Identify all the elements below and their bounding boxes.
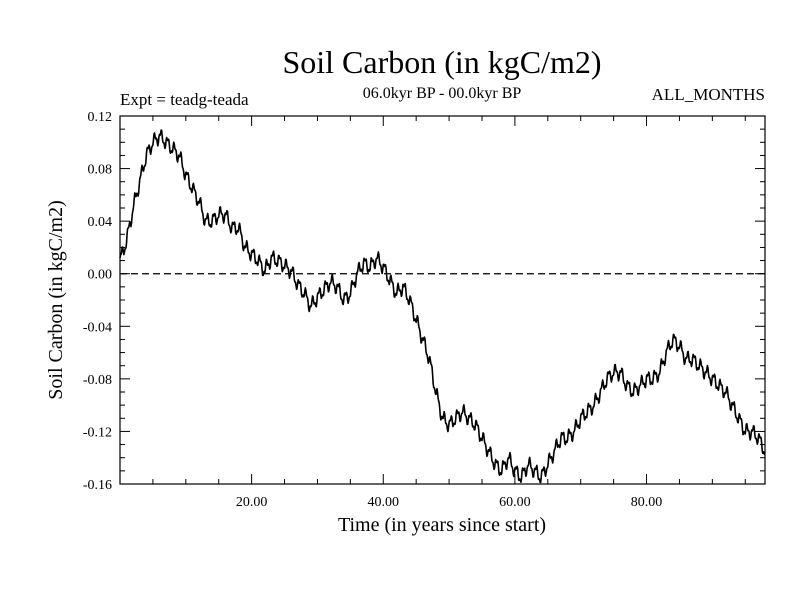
tick-marks — [120, 115, 765, 485]
y-tick-labels: 0.12 0.08 0.04 0.00 -0.04 -0.08 -0.12 -0.16 — [83, 110, 112, 493]
y-tick-label: -0.16 — [83, 478, 112, 493]
x-tick-label: 20.00 — [236, 495, 268, 510]
chart-subtitle: 06.0kyr BP - 00.0kyr BP — [363, 85, 522, 102]
y-tick-label: 0.04 — [88, 215, 113, 230]
chart-title: Soil Carbon (in kgC/m2) — [282, 44, 601, 80]
y-axis-label: Soil Carbon (in kgC/m2) — [45, 200, 67, 399]
y-tick-label: 0.08 — [88, 163, 113, 178]
x-axis-label: Time (in years since start) — [338, 514, 546, 536]
y-tick-label: 0.12 — [88, 110, 113, 125]
x-tick-label: 60.00 — [499, 495, 531, 510]
period-label: ALL_MONTHS — [652, 85, 765, 104]
x-tick-labels: 20.00 40.00 60.00 80.00 — [236, 495, 662, 510]
y-tick-label: -0.08 — [83, 373, 112, 388]
experiment-label: Expt = teadg-teada — [120, 90, 249, 109]
x-tick-label: 40.00 — [368, 495, 400, 510]
y-tick-label: -0.04 — [83, 320, 112, 335]
x-tick-label: 80.00 — [631, 495, 663, 510]
y-tick-label: 0.00 — [88, 268, 113, 283]
plot-frame — [119, 115, 766, 485]
y-tick-label: -0.12 — [83, 425, 112, 440]
series-line — [119, 129, 766, 484]
